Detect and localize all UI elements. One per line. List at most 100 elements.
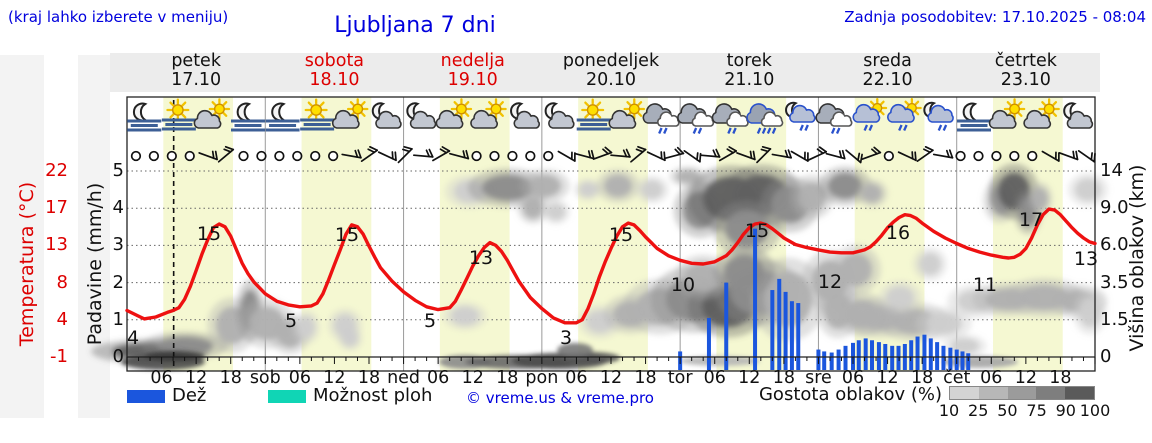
temp-value-label: 13 (1074, 248, 1098, 270)
cloud-scale-tick-label: 75 (1026, 401, 1047, 420)
weather-icon-sun-cloud (193, 98, 231, 129)
rain-legend-label: Dež (172, 385, 207, 406)
weather-icon-sun-fog (576, 98, 611, 131)
precip-tick-label: 3 (112, 234, 124, 256)
x-day-label: sre (805, 368, 832, 388)
x-hour-label: 12 (738, 368, 761, 388)
weather-icon-sun-cloud (331, 98, 369, 129)
x-hour-label: 18 (634, 368, 657, 388)
temp-tick-label: 17 (45, 197, 68, 219)
weather-icon-cloud-rain (815, 103, 853, 134)
left-margin-strip-1 (0, 55, 44, 418)
x-hour-label: 18 (911, 368, 934, 388)
x-hour-label: 12 (185, 368, 208, 388)
rain-legend-swatch (127, 390, 165, 403)
day-header-sobota: sobota 18.10 (304, 51, 365, 90)
x-hour-label: 06 (427, 368, 450, 388)
temp-value-label: 13 (469, 247, 493, 269)
weather-icon-moon-fog (127, 102, 162, 132)
weather-icon-moon-cloud (406, 102, 437, 129)
page-title: Ljubljana 7 dni (334, 13, 496, 38)
cloud-scale-tick-label: 90 (1055, 401, 1076, 420)
x-hour-label: 06 (841, 368, 865, 388)
weather-icon-sun-cloud (608, 98, 646, 129)
weather-icon-cloud-rain (677, 103, 715, 134)
weather-icon-moon-cloud (371, 102, 402, 129)
cloud-scale-segment (1007, 387, 1037, 399)
precip-tick-label: 1 (112, 308, 124, 330)
weather-icon-sun-cloud (1023, 98, 1060, 129)
temp-value-label: 11 (973, 274, 997, 296)
cloud-scale-segment (1065, 387, 1094, 399)
temp-value-label: 3 (560, 327, 572, 349)
day-header-petek: petek 17.10 (171, 51, 222, 90)
cloud-height-tick-label: 6.0 (1100, 234, 1129, 256)
x-hour-label: 18 (496, 368, 519, 388)
temp-value-label: 5 (285, 310, 297, 332)
day-header-torek: torek 21.10 (724, 51, 775, 90)
temp-value-label: 15 (335, 224, 359, 246)
weather-icon-moon-fog (265, 102, 300, 132)
cloud-height-tick-label: 3.5 (1100, 271, 1129, 293)
x-hour-label: 18 (772, 368, 795, 388)
x-hour-label: 12 (461, 368, 484, 388)
weather-icon-moon-fog (231, 102, 265, 132)
x-hour-label: 06 (703, 368, 726, 388)
weather-icon-moon-cloud-rain (785, 101, 816, 131)
weather-icon-cloud-rain-heavy (746, 103, 784, 134)
cloud-scale-segment (950, 387, 979, 399)
x-hour-label: 12 (599, 368, 623, 388)
weather-icon-moon-cloud (1063, 102, 1094, 129)
wind-symbols-row (130, 145, 1096, 164)
precip-tick-label: 2 (112, 271, 124, 293)
temp-value-label: 16 (886, 222, 910, 244)
x-hour-label: 12 (1014, 368, 1037, 388)
cloud-scale-segment (1036, 387, 1066, 399)
day-header-band (110, 53, 1100, 92)
weather-icon-cloud-rain (711, 103, 749, 134)
x-hour-label: 12 (323, 368, 346, 388)
x-hour-label: 06 (150, 368, 173, 388)
temp-value-label: 15 (745, 220, 769, 242)
weather-icon-sun-cloud (435, 98, 473, 129)
temp-value-label: 15 (609, 224, 633, 246)
day-header-četrtek: četrtek 23.10 (994, 51, 1057, 90)
cloud-height-tick-label: 1.5 (1100, 308, 1129, 330)
x-day-label: ned (387, 368, 421, 388)
weather-icon-moon-cloud-rain (923, 101, 954, 131)
cloud-height-tick-label: 0 (1100, 346, 1112, 367)
temp-tick-label: 8 (56, 271, 68, 293)
precip-tick-label: 0 (112, 346, 124, 367)
x-hour-label: 12 (876, 368, 899, 388)
x-hour-label: 06 (288, 368, 311, 388)
weather-icon-moon-cloud (510, 102, 540, 129)
copyright-link[interactable]: © vreme.us & vreme.pro (466, 389, 654, 407)
x-day-label: čet (943, 368, 971, 388)
cloud-scale-tick-label: 10 (938, 401, 960, 420)
cloud-scale-tick-label: 100 (1079, 401, 1111, 420)
temp-value-label: 17 (1019, 209, 1043, 231)
cloud-scale-tick-label: 50 (997, 401, 1018, 420)
temp-value-label: 15 (197, 223, 221, 245)
day-header-nedelja: nedelja 19.10 (440, 51, 505, 90)
temp-tick-label: -1 (50, 346, 68, 367)
x-day-label: sob (249, 368, 281, 388)
x-day-label: pon (525, 368, 559, 388)
showers-legend-label: Možnost ploh (313, 385, 433, 406)
cloud-height-tick-label: 9.0 (1100, 197, 1129, 219)
weather-icon-sun-cloud-rain (887, 98, 922, 131)
temp-tick-label: 4 (56, 308, 68, 330)
weather-icon-sun-cloud (470, 98, 507, 129)
showers-legend-swatch (268, 390, 306, 403)
cloud-scale-segment (978, 387, 1008, 399)
cloud-density-legend-label: Gostota oblakov (%) (758, 384, 942, 405)
x-hour-label: 18 (219, 368, 242, 388)
x-hour-label: 18 (1049, 368, 1072, 388)
x-hour-label: 06 (980, 368, 1003, 388)
x-day-label: tor (667, 368, 693, 388)
x-hour-label: 18 (357, 368, 381, 388)
weather-icon-sun-cloud (988, 98, 1026, 129)
temp-value-label: 5 (424, 310, 436, 332)
precip-tick-label: 5 (112, 160, 124, 181)
